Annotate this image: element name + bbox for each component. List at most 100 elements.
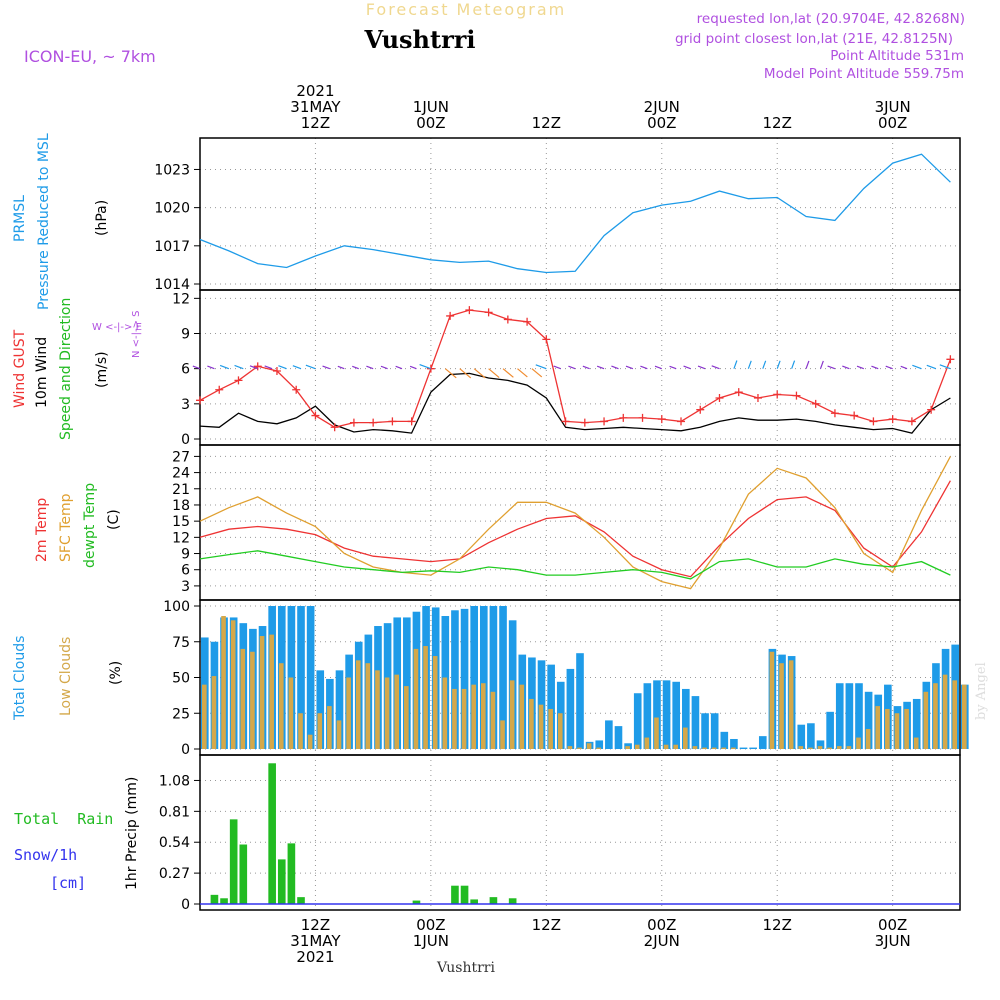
top-time-label: 12Z — [301, 114, 330, 132]
total-cloud-bar — [614, 726, 623, 749]
cloud-ytick-label: 0 — [181, 742, 190, 758]
temp-labels: 2m Temp SFC Temp dewpt Temp (C) — [34, 483, 122, 568]
low-cloud-bar — [808, 747, 813, 749]
gust-marker — [869, 417, 878, 426]
top-time-label: 1JUN — [413, 98, 449, 116]
wind-arrow — [654, 365, 662, 370]
precip-ytick-label: 0.54 — [159, 835, 190, 851]
low-cloud-bar — [490, 691, 496, 749]
low-cloud-bar — [654, 717, 659, 749]
low-cloud-bar — [307, 734, 313, 749]
low-cloud-bar — [471, 684, 476, 749]
low-cloud-bar — [577, 747, 582, 749]
gust-marker — [465, 306, 474, 315]
total-cloud-bar — [720, 731, 729, 749]
compass-ns: N <-|-> S — [131, 310, 142, 358]
gust-marker — [484, 308, 493, 317]
low-cloud-bar — [827, 747, 832, 749]
top-time-label: 12Z — [532, 114, 561, 132]
low-cloud-bar — [317, 713, 323, 749]
wind-arrow — [473, 368, 486, 379]
gust-marker — [657, 415, 666, 424]
bottom-time-label: 1JUN — [413, 932, 449, 950]
rain-bar — [220, 898, 228, 904]
gust-marker — [234, 376, 243, 385]
pressure-name-2: Pressure Reduced to MSL — [36, 133, 52, 310]
temp-unit: (C) — [106, 509, 122, 530]
wind-arrow — [234, 364, 244, 370]
low-cloud-bar — [721, 747, 727, 749]
wind-arrow — [611, 365, 619, 370]
model-altitude: Model Point Altitude 559.75m — [764, 66, 964, 82]
bottom-time-label: 12Z — [532, 916, 561, 934]
wind-arrow — [366, 365, 374, 370]
cloud-unit: (%) — [108, 661, 124, 685]
low-cloud-bar — [865, 728, 871, 749]
chart-subtitle: Forecast Meteogram — [366, 0, 566, 19]
gust-marker — [580, 418, 589, 427]
total-cloud-bar — [335, 670, 344, 749]
rain-bar — [470, 899, 478, 904]
wind-arrow — [697, 365, 706, 370]
low-cloud-bar — [904, 708, 909, 749]
wind-arrow — [352, 365, 359, 370]
rain-bar — [508, 898, 517, 904]
gust-marker — [253, 362, 262, 371]
low-cloud-bar — [384, 677, 390, 749]
low-cloud-bar — [519, 684, 525, 749]
pressure-frame — [199, 137, 961, 291]
low-cloud-bar — [875, 706, 881, 749]
total-cloud-bar — [479, 606, 488, 749]
precip-ytick-label: 1.08 — [159, 773, 190, 789]
low-cloud-bar — [644, 737, 650, 749]
gust-marker — [600, 417, 609, 426]
low-cloud-bar — [240, 648, 246, 749]
wind-arrow — [926, 364, 937, 370]
pressure-labels: PRMSL Pressure Reduced to MSL (hPa) — [12, 133, 110, 310]
gust-marker — [792, 391, 801, 400]
low-cloud-bar — [509, 680, 515, 749]
wind-ytick-label: 0 — [181, 432, 190, 448]
low-cloud-bar — [423, 646, 428, 749]
wind-arrow — [395, 365, 403, 370]
rain-bar — [451, 885, 459, 904]
cloud-labels: Total Clouds Low Clouds (%) — [12, 636, 124, 721]
gust-line — [199, 309, 952, 428]
gust-marker — [407, 417, 416, 426]
low-cloud-bar — [480, 683, 486, 749]
requested-coords: requested lon,lat (20.9704E, 42.8268N) — [697, 11, 965, 27]
wind-arrow — [912, 364, 922, 370]
total-cloud-bar — [710, 713, 719, 749]
wind-arrow — [805, 360, 810, 369]
total-cloud-bar — [489, 606, 498, 749]
bottom-time-label: 00Z — [647, 916, 676, 934]
compass-we: W <-|-> E — [92, 322, 142, 333]
gridpoint-coords: grid point closest lon,lat (21E, 42.8125… — [675, 31, 953, 47]
low-cloud-bar — [221, 616, 226, 749]
gust-marker — [446, 311, 455, 320]
gust-marker — [349, 418, 358, 427]
top-time-label: 12Z — [763, 114, 792, 132]
low-cloud-bar — [355, 660, 361, 749]
total-cloud-bar — [605, 720, 613, 749]
low-cloud-bar — [952, 680, 957, 749]
wind-ytick-label: 3 — [181, 397, 190, 413]
gust-marker — [830, 409, 839, 418]
rain-bar — [412, 900, 421, 904]
total-cloud-bar — [403, 617, 411, 749]
wind-arrow — [305, 364, 316, 370]
wind-arrow — [337, 365, 345, 370]
low-cloud-bar — [404, 686, 409, 749]
bottom-time-label: 2021 — [296, 948, 334, 966]
temp-ytick-label: 9 — [181, 547, 190, 563]
low-cloud-bar — [500, 720, 505, 749]
wind-ytick-label: 6 — [181, 362, 190, 378]
gust-marker — [619, 413, 628, 422]
wind-dir-label: Speed and Direction — [58, 298, 74, 440]
wind-arrow — [322, 365, 331, 370]
wind-arrow — [249, 365, 258, 370]
gust-marker — [369, 418, 378, 427]
pressure-ytick-label: 1014 — [154, 277, 190, 293]
low-cloud-bar — [230, 620, 236, 749]
